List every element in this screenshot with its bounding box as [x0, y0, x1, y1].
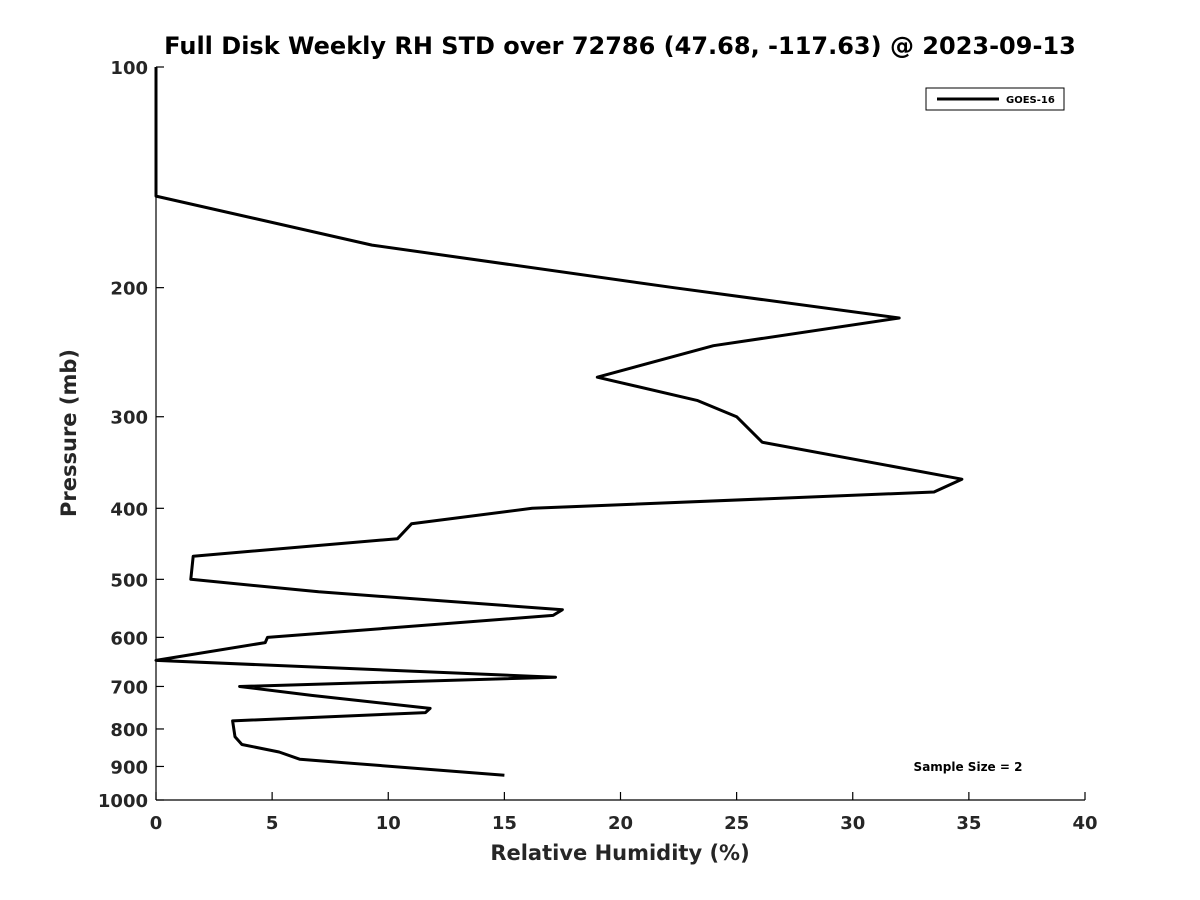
series-layer — [154, 67, 964, 777]
y-tick-label: 700 — [110, 677, 148, 698]
x-axis: 0 5 10 15 20 25 30 35 40 — [150, 792, 1098, 834]
y-tick-label: 400 — [110, 499, 148, 520]
x-tick-label: 10 — [376, 813, 401, 834]
y-tick-label: 100 — [110, 58, 148, 79]
x-tick-label: 5 — [266, 813, 279, 834]
legend: GOES-16 — [925, 87, 1065, 111]
x-tick-label: 30 — [840, 813, 865, 834]
y-tick-label: 1000 — [98, 791, 148, 812]
y-tick-label: 600 — [110, 628, 148, 649]
sample-size-annotation: Sample Size = 2 — [914, 760, 1023, 774]
chart-title: Full Disk Weekly RH STD over 72786 (47.6… — [164, 32, 1076, 60]
x-tick-label: 35 — [956, 813, 981, 834]
y-tick-label: 800 — [110, 720, 148, 741]
y-tick-label: 500 — [110, 570, 148, 591]
y-tick-label: 200 — [110, 279, 148, 300]
x-tick-label: 40 — [1072, 813, 1097, 834]
y-tick-label: 900 — [110, 757, 148, 778]
x-axis-label: Relative Humidity (%) — [490, 841, 749, 865]
y-tick-label: 300 — [110, 408, 148, 429]
y-axis-label: Pressure (mb) — [57, 349, 81, 517]
x-tick-label: 15 — [492, 813, 517, 834]
x-tick-label: 20 — [608, 813, 633, 834]
series-line-goes-16 — [154, 67, 964, 777]
legend-label-goes-16: GOES-16 — [1006, 95, 1055, 106]
x-tick-label: 0 — [150, 813, 163, 834]
x-tick-label: 25 — [724, 813, 749, 834]
y-axis: 100 200 300 400 500 600 700 800 900 1000 — [98, 58, 164, 812]
